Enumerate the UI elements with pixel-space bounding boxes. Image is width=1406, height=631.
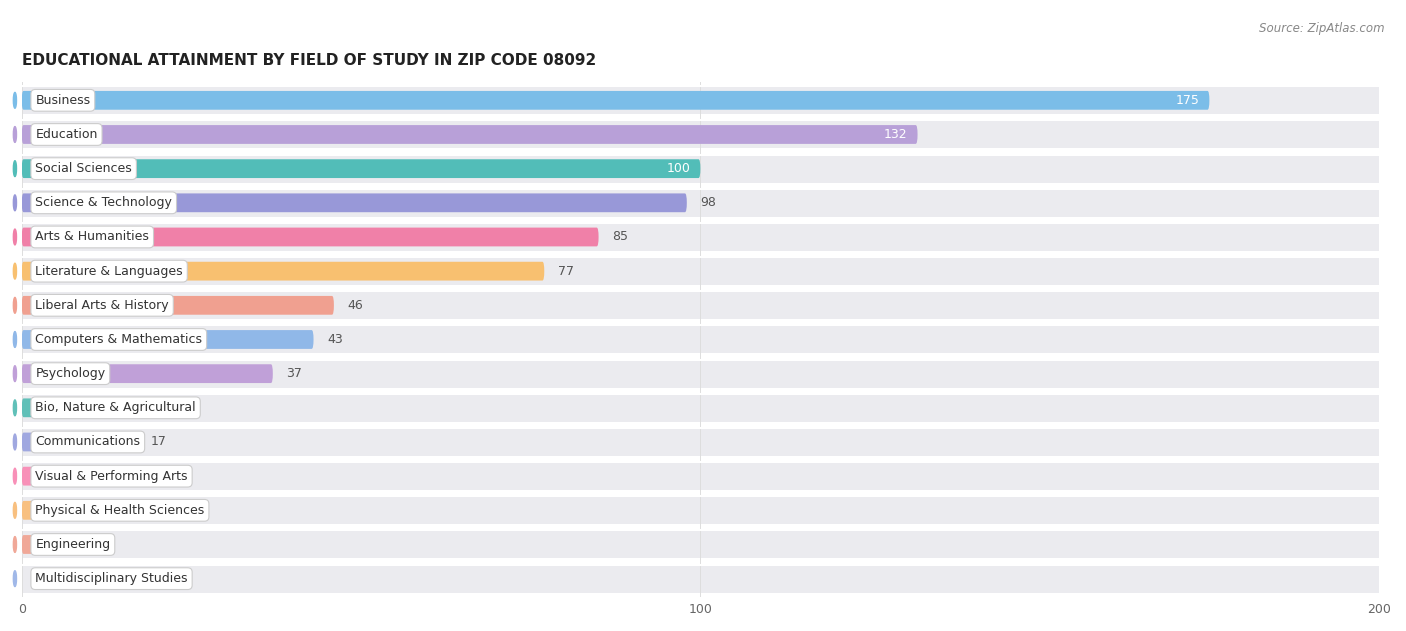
Text: Science & Technology: Science & Technology (35, 196, 172, 209)
Text: Bio, Nature & Agricultural: Bio, Nature & Agricultural (35, 401, 195, 415)
Text: 43: 43 (328, 333, 343, 346)
Text: Source: ZipAtlas.com: Source: ZipAtlas.com (1260, 22, 1385, 35)
Bar (21, 257, 1379, 285)
FancyBboxPatch shape (21, 228, 599, 246)
Circle shape (13, 229, 17, 245)
Circle shape (13, 332, 17, 348)
Circle shape (13, 366, 17, 382)
Bar (21, 394, 1379, 422)
Bar (21, 360, 1379, 387)
Bar (21, 155, 1379, 182)
Text: 175: 175 (1175, 94, 1199, 107)
Text: Arts & Humanities: Arts & Humanities (35, 230, 149, 244)
Text: 19: 19 (165, 401, 180, 415)
Circle shape (13, 195, 17, 211)
Text: 98: 98 (700, 196, 716, 209)
Text: Literature & Languages: Literature & Languages (35, 264, 183, 278)
Bar (21, 531, 1379, 558)
Text: 37: 37 (287, 367, 302, 380)
FancyBboxPatch shape (21, 194, 686, 212)
Text: 11: 11 (110, 504, 125, 517)
FancyBboxPatch shape (21, 433, 136, 451)
Text: Visual & Performing Arts: Visual & Performing Arts (35, 469, 188, 483)
Text: 46: 46 (347, 299, 363, 312)
Text: 16: 16 (143, 469, 160, 483)
Text: Liberal Arts & History: Liberal Arts & History (35, 299, 169, 312)
Bar (21, 428, 1379, 456)
Text: 17: 17 (150, 435, 166, 449)
Circle shape (13, 468, 17, 484)
Bar (21, 189, 1379, 217)
Circle shape (13, 92, 17, 108)
Bar (21, 497, 1379, 524)
Text: 0: 0 (35, 572, 44, 585)
Bar (21, 326, 1379, 353)
Text: 132: 132 (884, 128, 907, 141)
FancyBboxPatch shape (21, 159, 700, 178)
FancyBboxPatch shape (21, 296, 333, 315)
Text: Engineering: Engineering (35, 538, 111, 551)
Text: EDUCATIONAL ATTAINMENT BY FIELD OF STUDY IN ZIP CODE 08092: EDUCATIONAL ATTAINMENT BY FIELD OF STUDY… (21, 53, 596, 68)
Text: Social Sciences: Social Sciences (35, 162, 132, 175)
Bar (21, 223, 1379, 251)
FancyBboxPatch shape (21, 91, 1209, 110)
Text: Business: Business (35, 94, 90, 107)
Bar (21, 565, 1379, 593)
Text: 9: 9 (97, 538, 104, 551)
Circle shape (13, 263, 17, 279)
Text: 85: 85 (612, 230, 628, 244)
Circle shape (13, 502, 17, 518)
Text: Communications: Communications (35, 435, 141, 449)
Circle shape (13, 297, 17, 313)
Bar (21, 121, 1379, 148)
FancyBboxPatch shape (21, 501, 97, 520)
Circle shape (13, 161, 17, 177)
Circle shape (13, 571, 17, 587)
Circle shape (13, 127, 17, 143)
Bar (21, 462, 1379, 490)
Text: Physical & Health Sciences: Physical & Health Sciences (35, 504, 204, 517)
FancyBboxPatch shape (21, 125, 918, 144)
Text: 100: 100 (666, 162, 690, 175)
FancyBboxPatch shape (21, 467, 131, 485)
Circle shape (13, 434, 17, 450)
Bar (21, 86, 1379, 114)
FancyBboxPatch shape (21, 398, 150, 417)
Text: Multidisciplinary Studies: Multidisciplinary Studies (35, 572, 188, 585)
Circle shape (13, 400, 17, 416)
FancyBboxPatch shape (21, 535, 83, 554)
Text: Computers & Mathematics: Computers & Mathematics (35, 333, 202, 346)
FancyBboxPatch shape (21, 330, 314, 349)
FancyBboxPatch shape (21, 262, 544, 281)
Text: Psychology: Psychology (35, 367, 105, 380)
Circle shape (13, 536, 17, 552)
FancyBboxPatch shape (21, 364, 273, 383)
Text: 77: 77 (558, 264, 574, 278)
Bar (21, 292, 1379, 319)
Text: Education: Education (35, 128, 97, 141)
